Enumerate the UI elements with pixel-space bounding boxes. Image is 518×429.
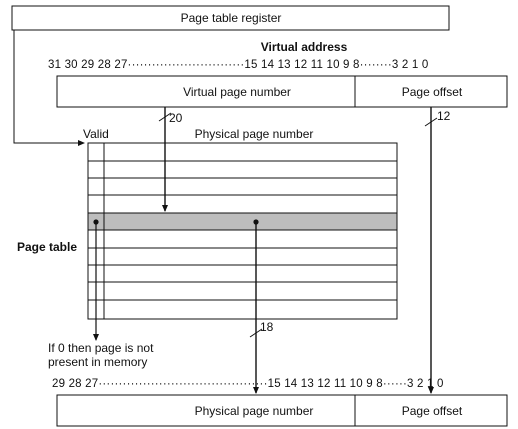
- valid-column-header: Valid: [83, 127, 109, 141]
- page-table-register-label: Page table register: [180, 11, 282, 25]
- valid-note-line2: present in memory: [48, 355, 148, 369]
- page-table-highlight-row: [88, 213, 397, 230]
- vpn-width-slash: [158, 112, 172, 122]
- physical-page-number-column-header: Physical page number: [194, 127, 314, 141]
- physical-bit-numbers: 29 28 27································…: [52, 378, 444, 390]
- page-offset-label-top: Page offset: [401, 85, 463, 99]
- virtual-bit-numbers: 31 30 29 28 27··························…: [48, 59, 429, 71]
- valid-note-line1: If 0 then page is not: [48, 341, 154, 355]
- page-table-register-box: [11, 5, 450, 31]
- register-pointer-line: [13, 30, 85, 146]
- page-table-box: [87, 142, 398, 320]
- virtual-address-title: Virtual address: [260, 40, 348, 54]
- page-table-label: Page table: [17, 240, 78, 254]
- physical-page-number-label: Physical page number: [194, 404, 314, 418]
- virtual-address-box: [56, 75, 508, 108]
- vpn-width-label: 20: [169, 111, 183, 125]
- page-offset-label-bottom: Page offset: [401, 404, 463, 418]
- ppn-width-label: 18: [260, 320, 274, 334]
- offset-width-label: 12: [437, 109, 451, 123]
- ppn-width-slash: [249, 328, 263, 338]
- page-table-rows: [88, 160, 397, 301]
- virtual-page-number-label: Virtual page number: [183, 85, 291, 99]
- offset-width-slash: [424, 117, 438, 127]
- physical-address-box: [56, 394, 508, 427]
